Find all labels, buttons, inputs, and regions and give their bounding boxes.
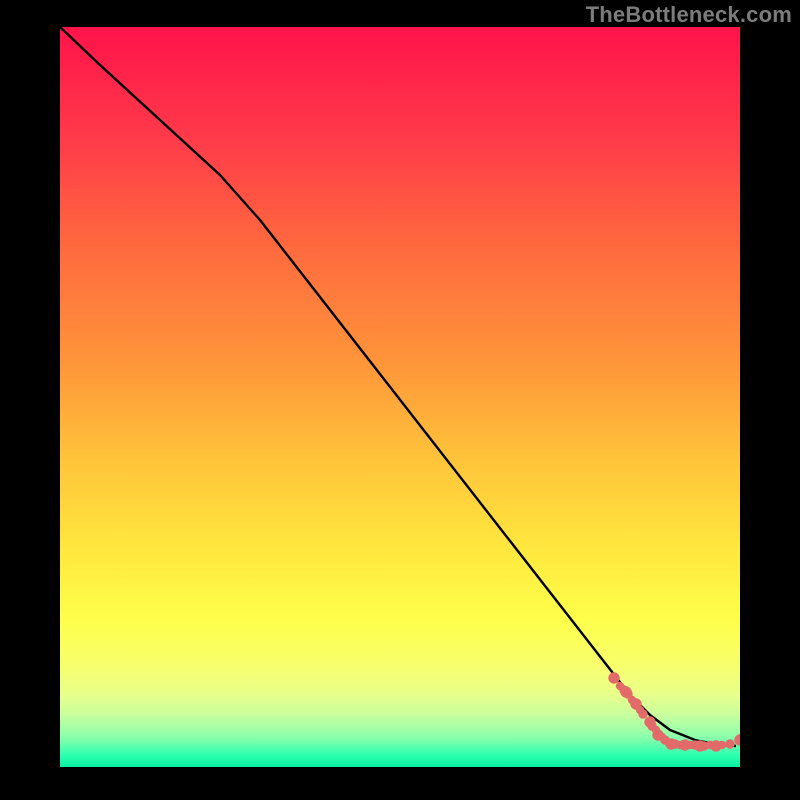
- plot-gradient-background: [60, 27, 740, 767]
- chart-svg: [0, 0, 800, 800]
- attribution-watermark: TheBottleneck.com: [586, 2, 792, 28]
- curve-marker: [725, 739, 734, 748]
- curve-marker: [718, 741, 726, 749]
- curve-marker: [638, 709, 647, 718]
- curve-marker: [608, 672, 619, 683]
- chart-container: TheBottleneck.com: [0, 0, 800, 800]
